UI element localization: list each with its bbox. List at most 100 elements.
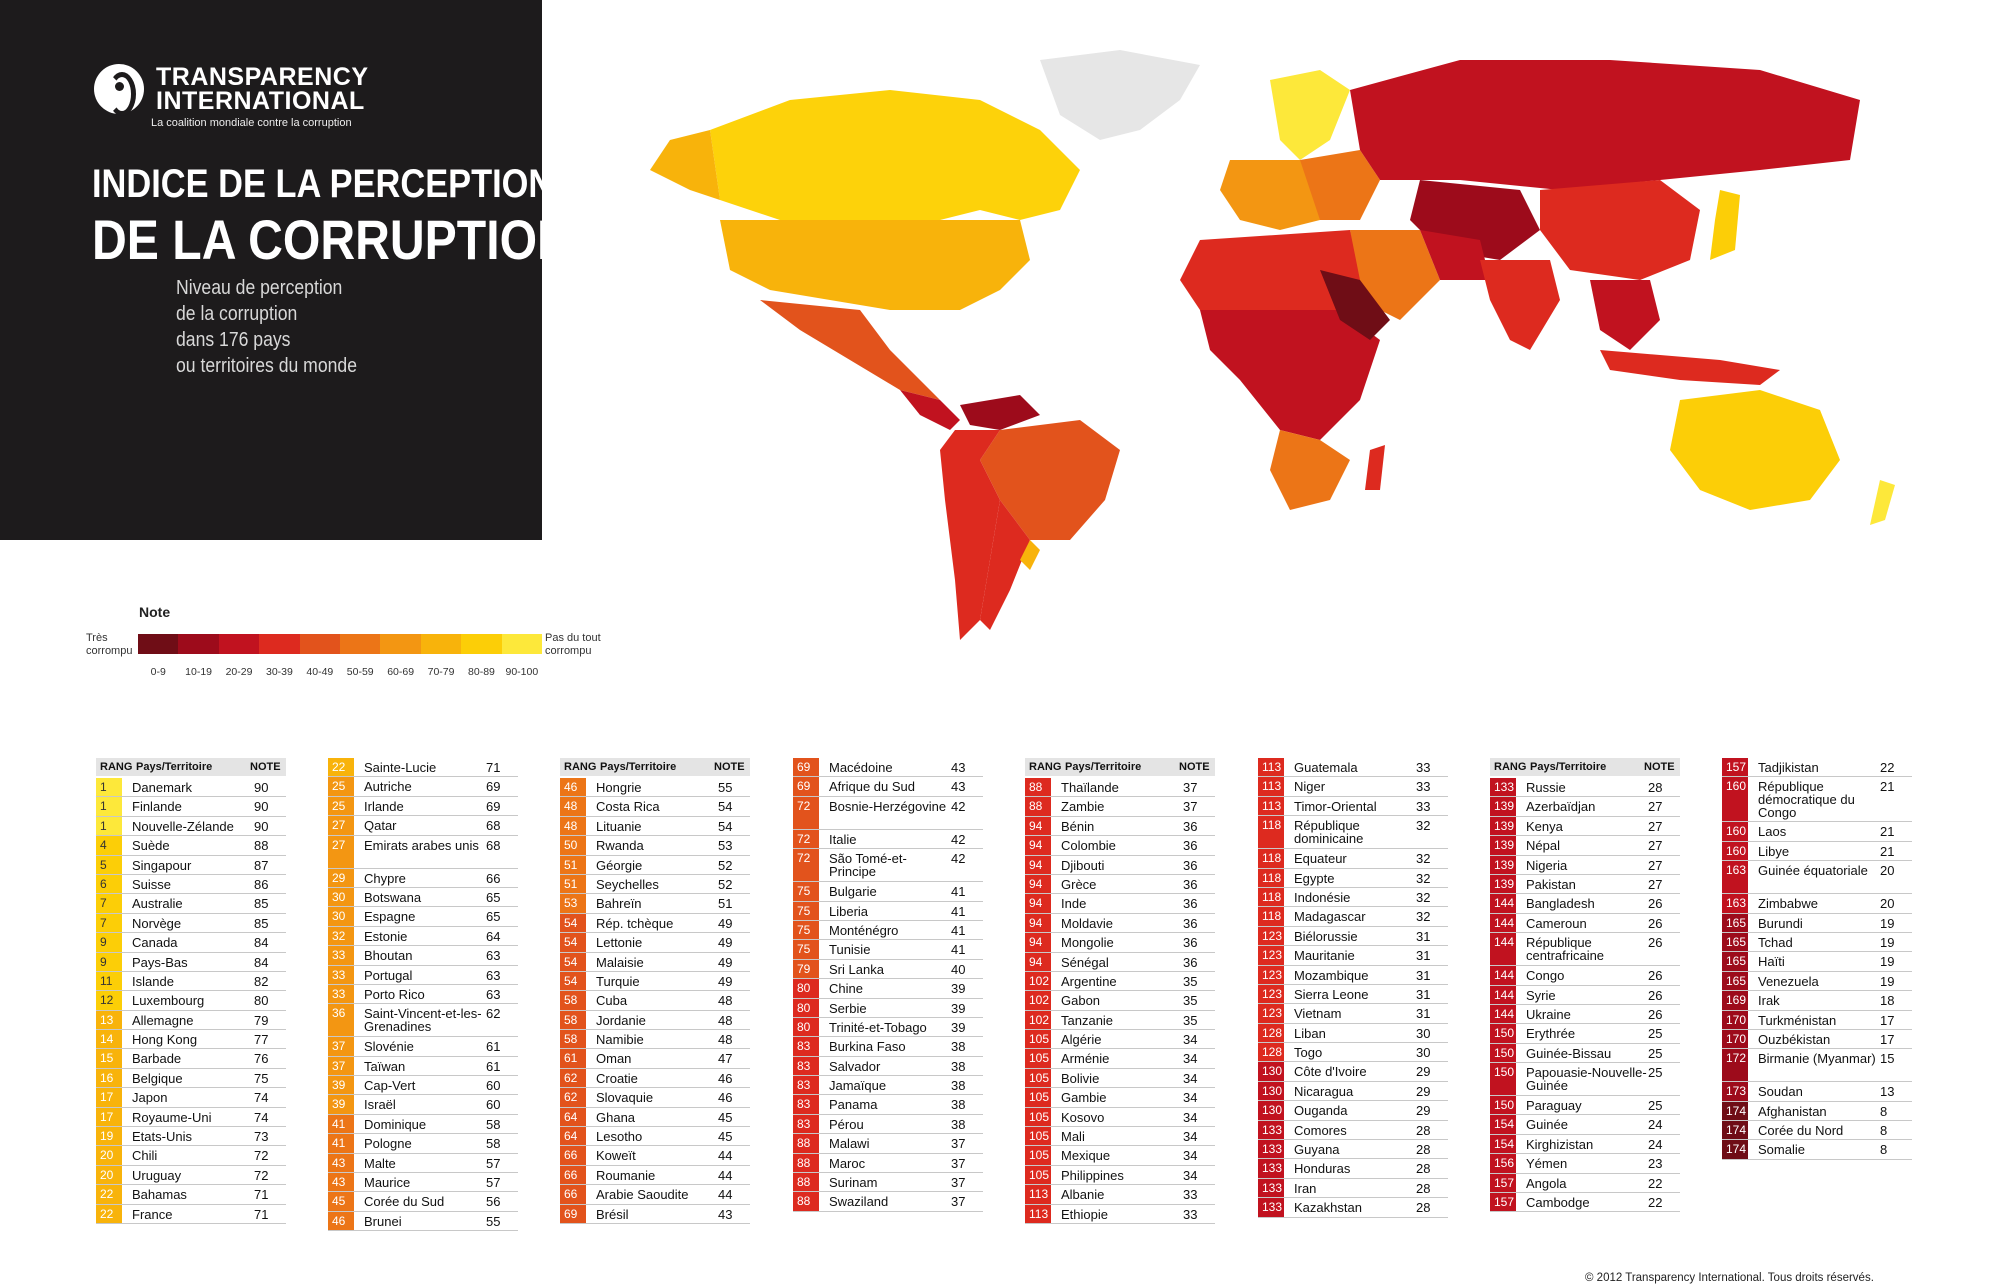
rank-cell: 69 [793, 777, 819, 796]
country-cell: Djibouti [1061, 857, 1105, 873]
rank-cell: 54 [560, 933, 586, 952]
score-cell: 40 [951, 961, 966, 977]
country-cell: Paraguay [1526, 1098, 1582, 1114]
country-cell: Brésil [596, 1206, 629, 1222]
legend-tick-label: 0-9 [150, 666, 166, 678]
score-cell: 58 [486, 1136, 501, 1152]
legend-color-scale [138, 634, 543, 654]
country-cell: Macédoine [829, 760, 893, 775]
country-cell: Cambodge [1526, 1195, 1590, 1211]
table-row: 45 Corée du Sud 56 [328, 1192, 518, 1212]
legend-swatch [380, 634, 421, 654]
country-cell: Liban [1294, 1025, 1326, 1041]
score-cell: 45 [718, 1109, 733, 1125]
subtitle-line: dans 176 pays [176, 329, 291, 351]
table-row: 19 Etats-Unis 73 [96, 1127, 286, 1147]
table-row: 133 Russie 28 [1490, 778, 1680, 798]
table-row: 133 Kazakhstan 28 [1258, 1198, 1448, 1218]
rank-cell: 29 [328, 868, 354, 887]
country-cell: Royaume-Uni [132, 1109, 212, 1125]
table-row: 133 Comores 28 [1258, 1120, 1448, 1141]
country-cell: Birmanie (Myanmar) [1758, 1051, 1876, 1067]
table-row: 88 Maroc 37 [793, 1153, 983, 1174]
score-cell: 48 [718, 993, 733, 1009]
table-row: 133 Honduras 28 [1258, 1159, 1448, 1179]
score-cell: 29 [1416, 1103, 1431, 1119]
score-cell: 56 [486, 1194, 501, 1210]
rank-cell: 20 [96, 1165, 122, 1185]
country-cell: Croatie [596, 1070, 638, 1086]
table-row: 66 Arabie Saoudite 44 [560, 1185, 750, 1205]
legend-swatch [299, 634, 341, 654]
country-cell: São Tomé-et-Principe [829, 851, 907, 880]
rank-cell: 45 [328, 1192, 354, 1211]
table-row: 51 Géorgie 52 [560, 855, 750, 875]
country-cell: Panama [829, 1097, 878, 1113]
score-cell: 36 [1183, 857, 1198, 873]
rank-cell: 118 [1258, 868, 1284, 887]
country-cell: Rép. tchèque [596, 915, 674, 931]
subtitle-line: ou territoires du monde [176, 355, 357, 377]
country-cell: Bosnie-Herzégovine [829, 798, 947, 814]
score-cell: 37 [951, 1194, 966, 1210]
score-cell: 34 [1183, 1109, 1198, 1125]
legend-swatch [218, 634, 260, 654]
page-title-line2: DE LA CORRUPTION [92, 208, 572, 271]
legend-ticks: 0-9 10-19 20-29 30-39 40-49 50-59 60-69 70-79 80… [138, 666, 542, 678]
rank-cell: 163 [1722, 894, 1748, 913]
country-cell: Kazakhstan [1294, 1200, 1362, 1216]
score-cell: 42 [951, 851, 966, 867]
score-cell: 39 [951, 1000, 966, 1016]
score-cell: 58 [486, 1116, 501, 1132]
table-row: 72 Bosnie-Herzégovine 42 [793, 796, 983, 830]
ranking-column: RANG Pays/Territoire NOTE 133 Russie 28 139 Aze… [1490, 758, 1680, 1213]
score-cell: 63 [486, 948, 501, 964]
country-cell: Lituanie [596, 818, 642, 834]
rank-cell: 39 [328, 1095, 354, 1114]
region-chile-uruguay [1020, 540, 1040, 570]
rank-cell: 130 [1258, 1062, 1284, 1081]
country-cell: Bangladesh [1526, 896, 1595, 912]
country-cell: Suède [132, 838, 170, 854]
country-cell: République démocratique du Congo [1758, 779, 1855, 821]
table-row: 36 Saint-Vincent-et-les-Grenadines 62 [328, 1004, 518, 1038]
table-row: 165 Haïti 19 [1722, 952, 1912, 972]
score-cell: 90 [254, 818, 269, 834]
rank-cell: 4 [96, 836, 122, 855]
score-cell: 88 [254, 838, 269, 854]
score-cell: 33 [1416, 798, 1431, 814]
country-cell: Maurice [364, 1175, 411, 1191]
rank-cell: 83 [793, 1056, 819, 1076]
score-cell: 26 [1648, 968, 1663, 984]
table-row: 80 Chine 39 [793, 979, 983, 999]
country-cell: Bolivie [1061, 1070, 1100, 1086]
country-cell: Portugal [364, 967, 413, 983]
header-rank: RANG [564, 761, 597, 773]
table-row: 58 Cuba 48 [560, 991, 750, 1011]
score-cell: 61 [486, 1058, 501, 1074]
table-row: 72 Italie 42 [793, 829, 983, 850]
table-row: 165 Burundi 19 [1722, 913, 1912, 933]
table-row: 105 Mali 34 [1025, 1127, 1215, 1147]
score-cell: 25 [1648, 1065, 1663, 1081]
score-cell: 86 [254, 876, 269, 892]
table-row: 94 Moldavie 36 [1025, 913, 1215, 934]
rank-cell: 83 [793, 1037, 819, 1056]
rank-cell: 1 [96, 816, 122, 836]
table-row: 88 Surinam 37 [793, 1173, 983, 1193]
score-cell: 38 [951, 1116, 966, 1132]
page-title-line1: INDICE DE LA PERCEPTION [92, 162, 554, 206]
table-row: 165 Tchad 19 [1722, 932, 1912, 953]
table-header: RANG Pays/Territoire NOTE [1490, 758, 1680, 776]
country-cell: Slovaquie [596, 1090, 654, 1106]
country-cell: Burundi [1758, 915, 1803, 931]
score-cell: 48 [718, 1012, 733, 1028]
table-row: 6 Suisse 86 [96, 874, 286, 895]
ranking-column: 113 Guatemala 33 113 Niger 33 113 Timor-Orienta… [1258, 758, 1448, 1218]
country-cell: Turquie [596, 973, 640, 989]
score-cell: 22 [1880, 760, 1895, 775]
rank-cell: 130 [1258, 1101, 1284, 1120]
country-cell: Afghanistan [1758, 1103, 1827, 1119]
country-cell: Iran [1294, 1180, 1317, 1196]
score-cell: 25 [1648, 1098, 1663, 1114]
